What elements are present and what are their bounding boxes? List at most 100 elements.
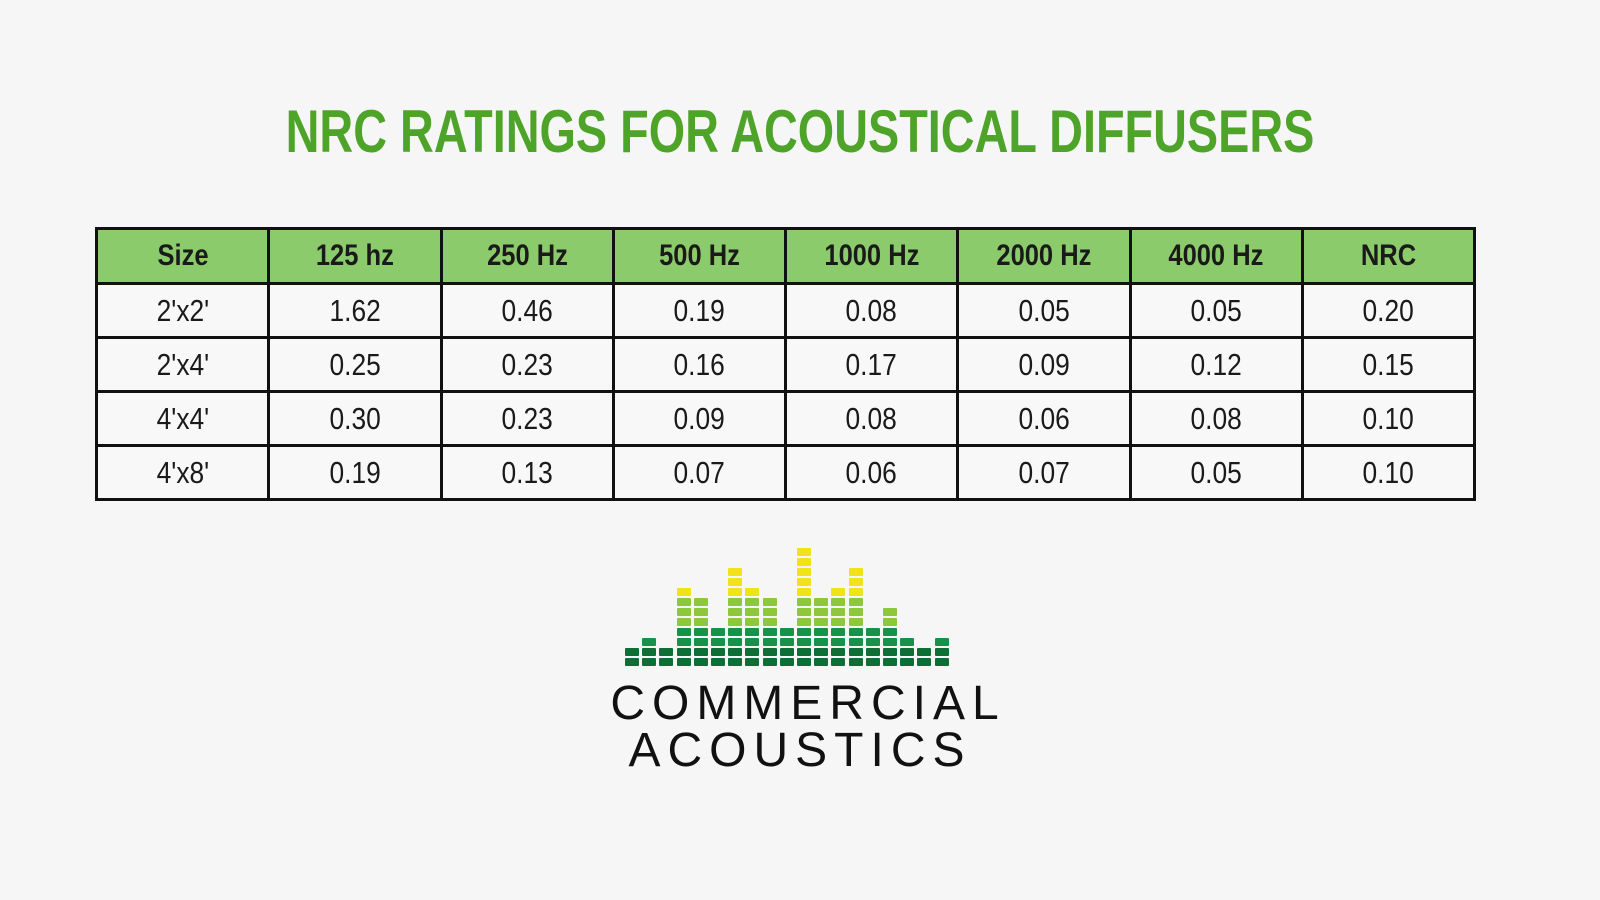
equalizer-bar bbox=[797, 548, 811, 666]
cell-500hz: 0.07 bbox=[611, 444, 788, 501]
equalizer-block bbox=[676, 638, 691, 646]
cell-size: 4'x8' bbox=[94, 444, 271, 501]
header-label: Size bbox=[157, 239, 209, 272]
equalizer-block bbox=[831, 648, 846, 656]
equalizer-bar bbox=[711, 628, 725, 666]
equalizer-block bbox=[797, 608, 811, 616]
table-row: 2'x2' 1.62 0.46 0.19 0.08 0.05 0.05 0.20 bbox=[94, 282, 1477, 339]
cell-125hz: 0.19 bbox=[267, 444, 443, 501]
equalizer-block bbox=[831, 608, 846, 616]
equalizer-bar bbox=[659, 648, 674, 666]
equalizer-block bbox=[797, 558, 811, 566]
equalizer-block bbox=[745, 608, 760, 616]
column-header-2000hz: 2000 Hz bbox=[956, 227, 1132, 285]
brand-name-line1: COMMERCIAL bbox=[610, 677, 1006, 730]
equalizer-block bbox=[693, 648, 708, 656]
equalizer-block bbox=[883, 648, 897, 656]
cell-value: 4'x4' bbox=[156, 400, 209, 436]
cell-value: 0.10 bbox=[1362, 454, 1415, 490]
equalizer-bar bbox=[814, 598, 829, 666]
header-label: 500 Hz bbox=[658, 239, 740, 272]
equalizer-block bbox=[728, 588, 743, 596]
cell-value: 2'x4' bbox=[156, 346, 209, 382]
equalizer-bar bbox=[848, 568, 863, 666]
equalizer-block bbox=[676, 658, 691, 666]
equalizer-block bbox=[642, 658, 657, 666]
equalizer-block bbox=[797, 548, 811, 556]
equalizer-block bbox=[797, 598, 811, 606]
equalizer-block bbox=[642, 638, 657, 646]
equalizer-bar bbox=[934, 638, 949, 666]
brand-name-line2: ACOUSTICS bbox=[628, 724, 972, 777]
equalizer-block bbox=[728, 648, 743, 656]
equalizer-block bbox=[745, 588, 760, 596]
equalizer-block bbox=[797, 578, 811, 586]
header-label: NRC bbox=[1360, 239, 1416, 272]
cell-value: 0.09 bbox=[1018, 346, 1070, 382]
equalizer-block bbox=[831, 658, 846, 666]
equalizer-block bbox=[848, 568, 863, 576]
equalizer-block bbox=[745, 628, 760, 636]
equalizer-block bbox=[693, 608, 708, 616]
equalizer-block bbox=[917, 658, 932, 666]
equalizer-block bbox=[693, 658, 708, 666]
cell-value: 0.08 bbox=[1190, 400, 1242, 436]
equalizer-block bbox=[745, 638, 760, 646]
cell-value: 0.06 bbox=[1018, 400, 1070, 436]
cell-size: 4'x4' bbox=[94, 390, 271, 447]
equalizer-block bbox=[831, 588, 846, 596]
cell-value: 0.06 bbox=[845, 454, 898, 490]
equalizer-block bbox=[848, 578, 863, 586]
cell-value: 0.19 bbox=[673, 292, 726, 328]
equalizer-block bbox=[762, 628, 777, 636]
cell-value: 0.15 bbox=[1362, 346, 1415, 382]
equalizer-block bbox=[762, 648, 777, 656]
equalizer-bar bbox=[779, 628, 794, 666]
cell-1000hz: 0.17 bbox=[783, 336, 960, 393]
cell-value: 0.08 bbox=[845, 400, 898, 436]
equalizer-block bbox=[711, 628, 725, 636]
equalizer-block bbox=[728, 618, 743, 626]
equalizer-bar bbox=[625, 648, 639, 666]
equalizer-bar bbox=[745, 588, 760, 666]
equalizer-block bbox=[693, 618, 708, 626]
equalizer-block bbox=[814, 658, 829, 666]
equalizer-block bbox=[676, 628, 691, 636]
equalizer-block bbox=[676, 618, 691, 626]
equalizer-block bbox=[762, 598, 777, 606]
cell-4000hz: 0.05 bbox=[1128, 444, 1304, 501]
cell-value: 0.08 bbox=[845, 292, 898, 328]
equalizer-block bbox=[797, 638, 811, 646]
equalizer-block bbox=[779, 628, 794, 636]
equalizer-bar bbox=[865, 628, 880, 666]
cell-250hz: 0.46 bbox=[439, 282, 615, 339]
equalizer-block bbox=[934, 638, 949, 646]
equalizer-block bbox=[779, 648, 794, 656]
equalizer-block bbox=[745, 648, 760, 656]
equalizer-block bbox=[900, 658, 915, 666]
equalizer-bar bbox=[693, 598, 708, 666]
table-row: 4'x4' 0.30 0.23 0.09 0.08 0.06 0.08 0.10 bbox=[94, 390, 1477, 447]
equalizer-block bbox=[625, 658, 639, 666]
equalizer-block bbox=[659, 648, 674, 656]
equalizer-block bbox=[728, 568, 743, 576]
equalizer-block bbox=[676, 598, 691, 606]
cell-250hz: 0.13 bbox=[439, 444, 615, 501]
column-header-250hz: 250 Hz bbox=[439, 227, 615, 285]
equalizer-block bbox=[814, 638, 829, 646]
equalizer-block bbox=[711, 658, 725, 666]
equalizer-bars-icon bbox=[625, 548, 949, 666]
cell-value: 0.05 bbox=[1190, 292, 1242, 328]
equalizer-block bbox=[865, 658, 880, 666]
equalizer-block bbox=[831, 638, 846, 646]
cell-value: 0.07 bbox=[673, 454, 726, 490]
cell-value: 2'x2' bbox=[156, 292, 209, 328]
nrc-table-container: Size 125 hz 250 Hz 500 Hz 1000 Hz 2000 H… bbox=[94, 227, 1477, 501]
equalizer-block bbox=[625, 648, 639, 656]
cell-nrc: 0.10 bbox=[1300, 444, 1477, 501]
cell-4000hz: 0.12 bbox=[1128, 336, 1304, 393]
equalizer-block bbox=[728, 608, 743, 616]
equalizer-block bbox=[711, 638, 725, 646]
table-header-row: Size 125 hz 250 Hz 500 Hz 1000 Hz 2000 H… bbox=[94, 227, 1477, 285]
equalizer-block bbox=[865, 648, 880, 656]
